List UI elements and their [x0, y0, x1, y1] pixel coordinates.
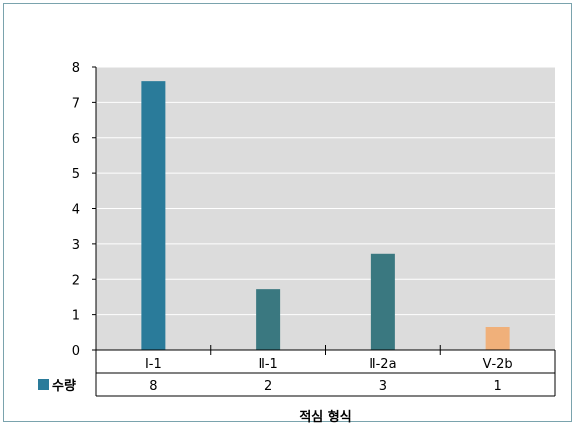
- data-table-value: 8: [149, 379, 157, 394]
- data-table-value: 1: [493, 379, 501, 394]
- y-tick-label: 2: [72, 273, 80, 288]
- y-tick-label: 7: [72, 96, 80, 111]
- y-tick-label: 0: [72, 344, 80, 359]
- y-tick-label: 3: [72, 238, 80, 253]
- x-axis-title: 적심 형식: [299, 409, 351, 423]
- x-tick-label: Ⅴ-2b: [483, 357, 513, 372]
- y-tick-label: 6: [72, 132, 80, 147]
- data-table-value: 3: [379, 379, 387, 394]
- bar: [370, 253, 395, 350]
- bar: [256, 289, 281, 350]
- x-tick-label: Ⅰ-1: [145, 357, 162, 372]
- data-table-value: 2: [264, 379, 272, 394]
- y-tick-label: 1: [72, 309, 80, 324]
- y-tick-label: 4: [72, 203, 80, 218]
- x-tick-label: Ⅱ-1: [258, 357, 277, 372]
- legend-label: 수량: [52, 379, 76, 394]
- x-tick-label: Ⅱ-2a: [369, 357, 396, 372]
- bar: [141, 81, 166, 351]
- legend-swatch: [38, 379, 49, 390]
- y-tick-label: 8: [72, 61, 80, 76]
- bar: [485, 327, 510, 350]
- y-tick-label: 5: [72, 167, 80, 182]
